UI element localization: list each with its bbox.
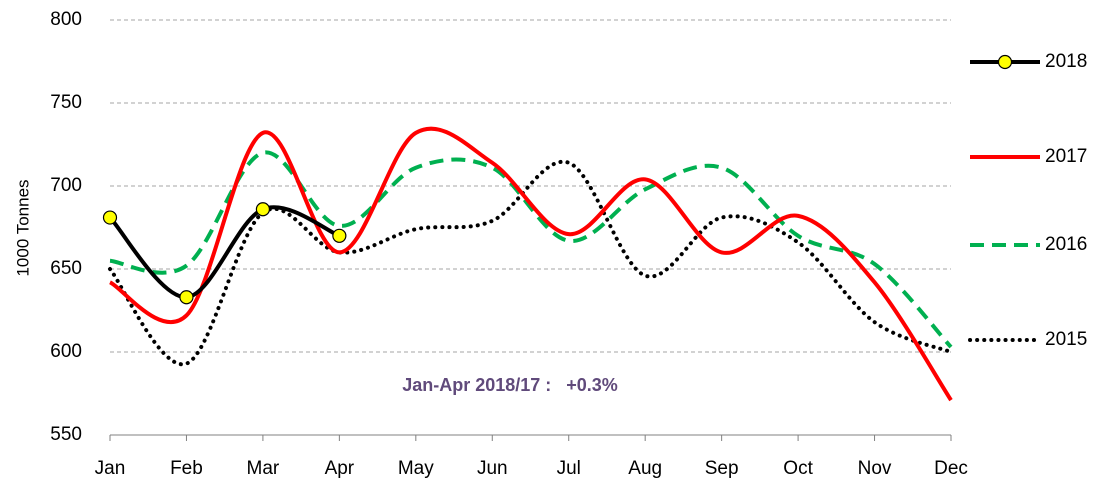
data-point [179, 290, 194, 305]
legend-label: 2018 [1045, 51, 1087, 72]
y-tick-label: 650 [50, 258, 82, 279]
legend-marker [997, 54, 1013, 70]
legend-label: 2016 [1045, 234, 1087, 255]
x-tick-label: Nov [858, 458, 892, 479]
x-tick-label: Mar [247, 458, 280, 479]
x-tick-label: Dec [934, 458, 968, 479]
x-tick-label: Jan [95, 458, 126, 479]
x-tick-label: Apr [325, 458, 355, 479]
annotation: Jan-Apr 2018/17 : +0.3% [402, 375, 618, 395]
y-tick-label: 800 [50, 9, 82, 30]
data-point [255, 202, 271, 217]
x-tick-label: May [398, 458, 434, 479]
data-point [332, 228, 347, 243]
y-tick-label: 700 [50, 175, 82, 196]
legend-label: 2015 [1045, 329, 1087, 350]
data-point [102, 210, 118, 225]
series-line [108, 126, 953, 402]
series-line [108, 159, 953, 367]
x-tick-label: Sep [705, 458, 739, 479]
x-tick-label: Oct [783, 458, 813, 479]
x-tick-label: Jun [477, 458, 508, 479]
legend-label: 2017 [1045, 146, 1087, 167]
y-tick-label: 600 [50, 341, 82, 362]
y-axis-label: 1000 Tonnes [13, 179, 32, 276]
x-tick-label: Feb [170, 458, 203, 479]
series-line [109, 150, 953, 349]
x-tick-label: Aug [628, 458, 662, 479]
series-line [108, 205, 341, 300]
y-tick-label: 550 [50, 424, 82, 445]
x-tick-label: Jul [557, 458, 581, 479]
y-tick-label: 750 [50, 92, 82, 113]
